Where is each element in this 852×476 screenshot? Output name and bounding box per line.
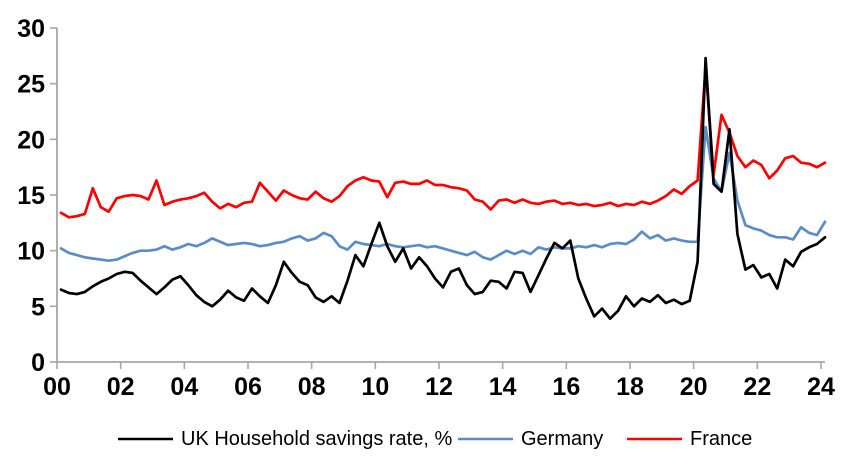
y-tick-label-10: 10 [17, 238, 45, 266]
x-tick-label-24: 24 [807, 373, 835, 401]
chart-legend: UK Household savings rate, % Germany Fra… [0, 426, 852, 456]
x-tick-label-22: 22 [743, 373, 771, 401]
x-tick-label-16: 16 [552, 373, 580, 401]
x-tick-label-08: 08 [298, 373, 326, 401]
savings-chart: 0 5 10 15 20 25 30 00 02 04 06 08 10 12 14 16 18 20 22 24 [17, 15, 835, 401]
y-tick-label-0: 0 [31, 349, 45, 377]
legend-label-uk: UK Household savings rate, % [181, 427, 453, 450]
x-tick-label-10: 10 [361, 373, 389, 401]
y-tick-label-20: 20 [17, 126, 45, 154]
x-tick-label-04: 04 [170, 373, 198, 401]
x-tick-label-18: 18 [616, 373, 644, 401]
legend-item-france: France [627, 426, 752, 452]
y-tick-label-25: 25 [17, 71, 45, 99]
legend-swatch-uk-icon [118, 437, 173, 441]
x-tick-label-02: 02 [107, 373, 135, 401]
y-tick-label-5: 5 [31, 293, 45, 321]
legend-swatch-germany-icon [458, 437, 513, 441]
legend-item-uk: UK Household savings rate, % [118, 426, 452, 452]
x-tick-label-00: 00 [43, 373, 71, 401]
series-line-france [59, 65, 827, 219]
y-tick-label-15: 15 [17, 182, 45, 210]
x-tick-label-20: 20 [680, 373, 708, 401]
x-tick-label-06: 06 [234, 373, 262, 401]
legend-label-germany: Germany [521, 427, 604, 450]
series-line-uk [59, 56, 827, 320]
x-tick-label-14: 14 [489, 373, 517, 401]
x-tick-label-12: 12 [425, 373, 453, 401]
legend-label-france: France [690, 427, 753, 450]
legend-swatch-france-icon [627, 437, 682, 441]
y-tick-label-30: 30 [17, 15, 45, 43]
legend-item-germany: Germany [458, 426, 603, 452]
